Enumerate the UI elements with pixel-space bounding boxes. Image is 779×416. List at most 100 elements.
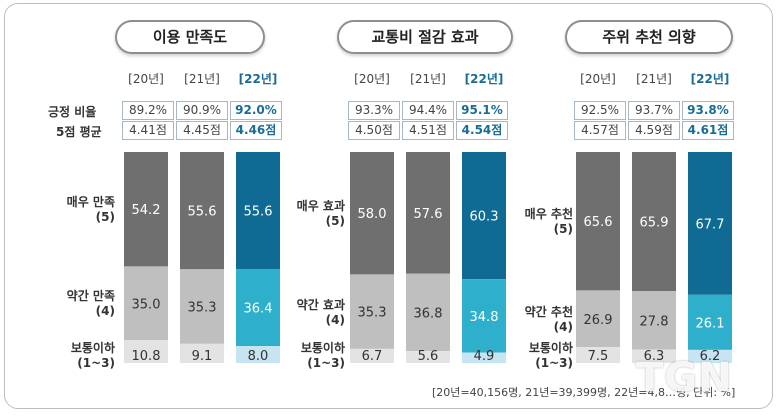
bar-segment: [688, 294, 732, 350]
panel-title: 주위 추천 의향: [565, 20, 733, 54]
bar-segment: [688, 349, 732, 363]
bar-segment: [406, 152, 450, 274]
year-label: [21년]: [636, 72, 672, 86]
bar-value-label: 27.8: [640, 314, 669, 329]
segment-label: 매우 만족 (5): [67, 195, 115, 225]
positive-ratio-cell: 90.9%: [176, 101, 228, 120]
year-label: [20년]: [580, 72, 616, 86]
bar-value-label: 5.6: [418, 349, 439, 364]
bar-value-label: 35.3: [358, 306, 387, 321]
segment-label: 약간 만족 (4): [67, 289, 115, 319]
year-label: [22년]: [690, 72, 730, 86]
segment-label-name: 보통이하: [70, 341, 115, 355]
year-label: [21년]: [410, 72, 446, 86]
bar-value-label: 54.2: [132, 203, 161, 218]
bar-value-label: 67.7: [696, 217, 725, 232]
bar-segment: [576, 152, 620, 291]
bar-segment: [688, 152, 732, 295]
segment-label-score: (4): [553, 319, 573, 334]
average-score-cell: 4.57점: [574, 121, 626, 140]
positive-ratio-cell: 89.2%: [122, 101, 174, 120]
panel-title: 이용 만족도: [115, 20, 265, 54]
bar-segment: [124, 266, 168, 341]
year-label: [22년]: [238, 72, 278, 86]
bar-segment: [180, 343, 224, 363]
average-score-cell: 4.51점: [402, 121, 454, 140]
bar-segment: [236, 152, 280, 270]
segment-label: 약간 추천 (4): [525, 305, 573, 335]
bar-value-label: 36.4: [244, 302, 273, 317]
segment-label-name: 매우 효과: [296, 199, 345, 214]
segment-label: 보통이하 (1~3): [301, 341, 345, 371]
year-label: [20년]: [354, 72, 390, 86]
panel-title: 교통비 절감 효과: [337, 20, 513, 54]
bar-segment: [236, 346, 280, 363]
average-score-cell: 4.41점: [122, 121, 174, 140]
bar-value-label: 55.6: [188, 205, 217, 220]
bar-value-label: 9.1: [192, 349, 213, 364]
bar-segment: [350, 274, 394, 349]
footnote: [20년=40,156명, 21년=39,399명, 22년=4,8…명, 단위…: [432, 386, 736, 399]
segment-label-name: 보통이하: [300, 341, 345, 355]
bar-value-label: 65.9: [640, 216, 669, 231]
segment-label-score: (1~3): [535, 356, 573, 370]
segment-label-score: (4): [95, 304, 115, 319]
bar-value-label: 8.0: [248, 349, 269, 364]
segment-label-name: 매우 만족: [66, 195, 115, 210]
bar-segment: [350, 348, 394, 363]
average-score-cell: 4.46점: [230, 121, 282, 140]
average-score-cell: 4.59점: [628, 121, 680, 140]
bar-value-label: 35.0: [132, 297, 161, 312]
positive-ratio-cell: 92.5%: [574, 101, 626, 120]
segment-label-score: (5): [553, 222, 573, 237]
watermark-logo: TGN: [636, 355, 733, 401]
segment-label-score: (5): [325, 214, 345, 229]
bar-value-label: 60.3: [470, 210, 499, 225]
positive-ratio-cell: 95.1%: [456, 101, 508, 120]
segment-label-score: (1~3): [77, 356, 115, 370]
year-label: [20년]: [128, 72, 164, 86]
segment-label-name: 약간 추천: [524, 304, 573, 319]
bar-value-label: 6.3: [644, 349, 665, 364]
positive-ratio-cell: 93.8%: [682, 101, 734, 120]
bar-value-label: 10.8: [132, 349, 161, 364]
bar-value-label: 55.6: [244, 205, 273, 220]
segment-label-name: 보통이하: [528, 341, 573, 355]
bar-value-label: 58.0: [358, 207, 387, 222]
bar-value-label: 4.9: [474, 349, 495, 364]
bar-segment: [462, 279, 506, 353]
positive-ratio-cell: 93.7%: [628, 101, 680, 120]
bar-value-label: 34.8: [470, 310, 499, 325]
bar-segment: [576, 290, 620, 348]
bar-segment: [406, 351, 450, 363]
segment-label-name: 약간 만족: [66, 289, 115, 304]
bar-segment: [124, 152, 168, 267]
average-score-cell: 4.61점: [682, 121, 734, 140]
row-label-average: 5점 평균: [56, 125, 102, 139]
segment-label: 매우 추천 (5): [525, 207, 573, 237]
bar-segment: [576, 347, 620, 363]
average-score-cell: 4.50점: [348, 121, 400, 140]
segment-label: 약간 효과 (4): [297, 298, 345, 328]
positive-ratio-cell: 92.0%: [230, 101, 282, 120]
bar-segment: [124, 340, 168, 363]
segment-label-score: (4): [325, 312, 345, 327]
bar-value-label: 26.9: [584, 313, 613, 328]
bar-value-label: 57.6: [414, 207, 443, 222]
row-label-positive: 긍정 비율: [48, 105, 97, 119]
average-score-cell: 4.45점: [176, 121, 228, 140]
bar-value-label: 36.8: [414, 306, 443, 321]
positive-ratio-cell: 93.3%: [348, 101, 400, 120]
bar-segment: [462, 352, 506, 363]
bar-segment: [236, 269, 280, 347]
average-score-cell: 4.54점: [456, 121, 508, 140]
bar-value-label: 65.6: [584, 215, 613, 230]
positive-ratio-cell: 94.4%: [402, 101, 454, 120]
bar-segment: [180, 152, 224, 270]
segment-label: 보통이하 (1~3): [71, 341, 115, 371]
bar-segment: [632, 152, 676, 291]
segment-label: 매우 효과 (5): [297, 199, 345, 229]
bar-value-label: 7.5: [588, 349, 609, 364]
bar-segment: [180, 269, 224, 344]
bar-segment: [350, 152, 394, 275]
